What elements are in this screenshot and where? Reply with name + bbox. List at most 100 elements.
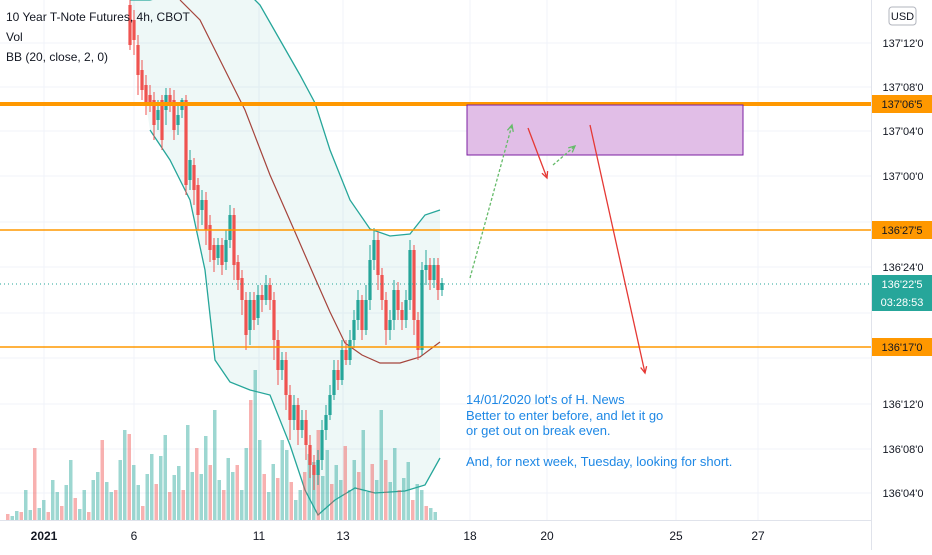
volume-bar bbox=[91, 480, 95, 520]
candle-body bbox=[284, 360, 288, 395]
candle-body bbox=[336, 370, 340, 380]
candle bbox=[240, 270, 244, 315]
candle-body bbox=[248, 300, 252, 330]
candle bbox=[244, 292, 248, 350]
volume-bar bbox=[24, 490, 28, 520]
volume-bar bbox=[105, 482, 109, 520]
volume-bar bbox=[388, 482, 392, 520]
volume-bar bbox=[69, 460, 73, 520]
candle-body bbox=[160, 100, 164, 140]
candle-body bbox=[224, 240, 228, 262]
indicator-vol: Vol bbox=[6, 30, 23, 44]
candle bbox=[208, 215, 212, 262]
volume-bar bbox=[127, 434, 131, 520]
volume-bar bbox=[123, 430, 127, 520]
candle bbox=[224, 230, 228, 270]
indicator-bb: BB (20, close, 2, 0) bbox=[6, 50, 109, 64]
candle bbox=[384, 292, 388, 345]
volume-bar bbox=[114, 490, 118, 520]
price-axis: 137'12'0 137'08'0 137'04'0 137'00'0 136'24'0… bbox=[872, 6, 932, 500]
volume-bar bbox=[271, 464, 275, 520]
volume-bar bbox=[262, 474, 266, 520]
volume-bar bbox=[42, 500, 46, 520]
candle bbox=[328, 385, 332, 420]
chart-legend: 10 Year T-Note Futures, 4h, CBOT Vol BB … bbox=[6, 7, 190, 67]
candle bbox=[316, 450, 320, 485]
candle-body bbox=[232, 215, 236, 265]
arrow-down-2 bbox=[589, 124, 648, 375]
volume-bar bbox=[136, 485, 140, 520]
candle-body bbox=[236, 262, 240, 280]
candle-body bbox=[380, 275, 384, 300]
volume-bar bbox=[51, 480, 55, 520]
candle bbox=[432, 258, 436, 288]
tag-resistance-mid: 136'27'5 bbox=[872, 221, 932, 239]
bb-lower-line bbox=[149, 129, 441, 517]
volume-bars bbox=[6, 370, 437, 520]
volume-bar bbox=[433, 512, 437, 520]
volume-bar bbox=[177, 466, 181, 520]
volume-bar bbox=[361, 430, 365, 520]
candle-body bbox=[312, 465, 316, 475]
volume-bar bbox=[181, 490, 185, 520]
volume-bar bbox=[321, 476, 325, 520]
candle bbox=[296, 398, 300, 445]
volume-bar bbox=[82, 490, 86, 520]
candle-body bbox=[196, 185, 200, 215]
time-tick-label: 13 bbox=[336, 529, 350, 543]
volume-bar bbox=[231, 472, 235, 520]
volume-bar bbox=[370, 464, 374, 520]
price-tick-label: 136'04'0 bbox=[883, 488, 924, 500]
volume-bar bbox=[208, 465, 212, 520]
volume-bar bbox=[339, 480, 343, 520]
candle-body bbox=[308, 445, 312, 465]
candle bbox=[192, 158, 196, 205]
trade-note: 14/01/2020 lot's of H. News Better to en… bbox=[466, 392, 732, 469]
volume-bar bbox=[402, 478, 406, 520]
candle bbox=[440, 278, 444, 296]
volume-bar bbox=[411, 500, 415, 520]
candle bbox=[368, 245, 372, 310]
candle bbox=[236, 255, 240, 290]
candle-body bbox=[320, 430, 324, 460]
volume-bar bbox=[343, 446, 347, 520]
arrow-head bbox=[640, 366, 648, 375]
candle-body bbox=[428, 265, 432, 280]
candle bbox=[212, 238, 216, 272]
price-tick-label: 136'08'0 bbox=[883, 444, 924, 456]
candle bbox=[280, 352, 284, 380]
candle bbox=[400, 302, 404, 330]
volume-bar bbox=[15, 511, 19, 520]
volume-bar bbox=[415, 484, 419, 520]
candle bbox=[436, 258, 440, 300]
candle-body bbox=[272, 300, 276, 340]
candle-body bbox=[400, 310, 404, 320]
candle bbox=[304, 410, 308, 460]
price-tag-bg bbox=[872, 275, 932, 293]
tag-countdown: 03:28:53 bbox=[872, 293, 932, 311]
note-line-4 bbox=[466, 439, 732, 454]
candle-body bbox=[368, 260, 372, 300]
volume-bar bbox=[190, 472, 194, 520]
candle bbox=[188, 150, 192, 190]
candle bbox=[216, 238, 220, 265]
candle-body bbox=[208, 225, 212, 250]
volume-bar bbox=[199, 474, 203, 520]
candle-body bbox=[360, 300, 364, 330]
candle-body bbox=[136, 45, 140, 75]
arrow-down-1 bbox=[527, 127, 549, 180]
volume-bar bbox=[298, 490, 302, 520]
candle-body bbox=[364, 300, 368, 330]
price-tag-text: 03:28:53 bbox=[881, 297, 924, 309]
candle-body bbox=[432, 265, 436, 280]
candle bbox=[380, 268, 384, 310]
candle-body bbox=[384, 300, 388, 330]
volume-bar bbox=[168, 492, 172, 520]
candle-body bbox=[304, 420, 308, 445]
candle bbox=[344, 340, 348, 365]
candle-body bbox=[328, 395, 332, 415]
candle-body bbox=[352, 320, 356, 340]
candle-body bbox=[436, 265, 440, 290]
